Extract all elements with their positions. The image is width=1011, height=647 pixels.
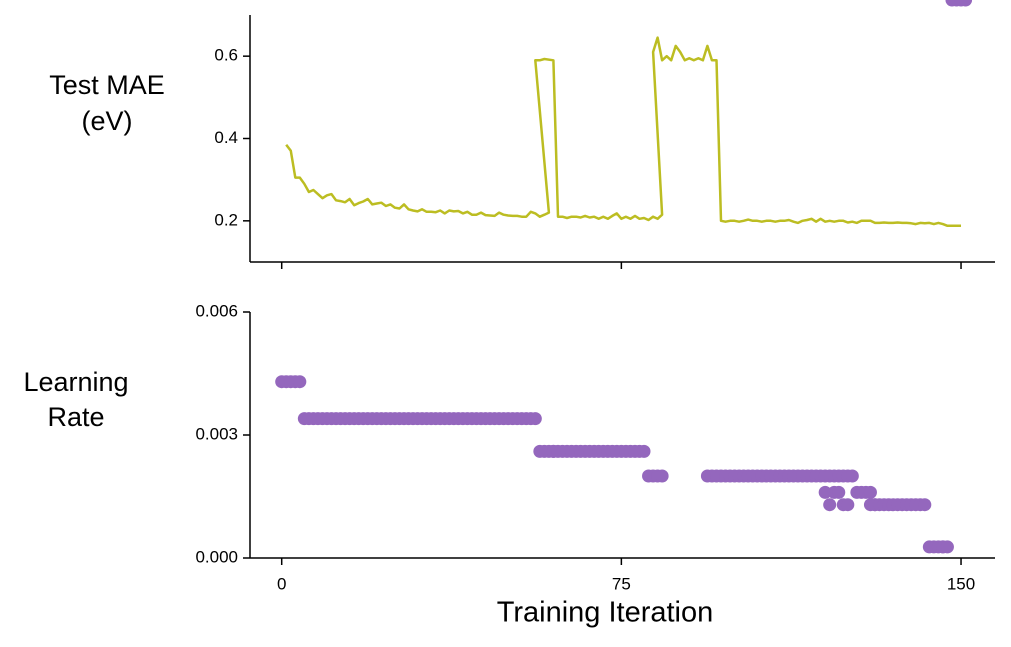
x-tick-label: 0 <box>277 574 286 593</box>
y-tick-label: 0.4 <box>214 128 238 147</box>
data-point <box>940 540 954 554</box>
y-tick-label: 0.006 <box>195 301 238 320</box>
data-point <box>637 444 651 458</box>
y-tick-label: 0.2 <box>214 210 238 229</box>
x-tick-label: 150 <box>947 574 975 593</box>
y-tick-label: 0.000 <box>195 547 238 566</box>
data-point <box>918 498 932 512</box>
y-axis-label: Rate <box>47 402 104 432</box>
x-tick-label: 75 <box>612 574 631 593</box>
y-axis-label: Test MAE <box>49 70 165 100</box>
data-point <box>841 498 855 512</box>
data-point <box>863 485 877 499</box>
data-point <box>818 485 832 499</box>
x-axis-label: Training Iteration <box>497 597 714 629</box>
y-axis-label: Learning <box>23 367 128 397</box>
data-point <box>845 469 859 483</box>
data-point <box>655 469 669 483</box>
data-point <box>832 485 846 499</box>
data-point <box>959 0 973 7</box>
y-tick-label: 0.003 <box>195 424 238 443</box>
data-point <box>293 375 307 389</box>
data-point <box>823 498 837 512</box>
data-point <box>528 412 542 426</box>
data-line <box>285 36 961 228</box>
y-axis-label: (eV) <box>81 106 132 136</box>
y-tick-label: 0.6 <box>214 46 238 65</box>
